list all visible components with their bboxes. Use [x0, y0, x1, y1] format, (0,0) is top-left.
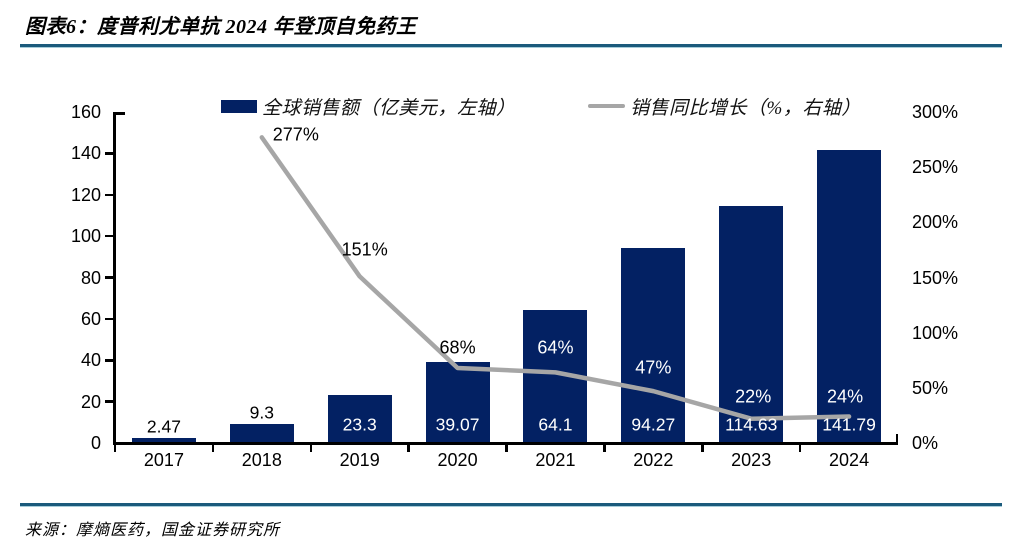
source-note: 来源：摩熵医药，国金证券研究所 [25, 522, 281, 539]
bar-value-label: 94.27 [631, 414, 676, 435]
left-axis-tick-label: 140 [70, 143, 101, 164]
growth-point-label: 22% [735, 386, 772, 407]
x-axis [113, 441, 898, 445]
x-axis-tick [701, 444, 704, 452]
left-axis-tick-label: 160 [70, 102, 101, 122]
growth-point-label: 68% [439, 337, 476, 358]
growth-line-chart [259, 135, 852, 421]
growth-point-label: 24% [827, 386, 864, 407]
bar-2018 [229, 423, 294, 443]
y-axis-top-tick [115, 112, 125, 115]
right-axis-tick-label: 150% [912, 267, 959, 288]
x-axis-tick [798, 444, 802, 452]
growth-point-label: 151% [341, 239, 388, 260]
left-axis-tick-label: 80 [80, 267, 101, 288]
y-axis-tick [105, 276, 113, 279]
bar-value-label: 141.79 [822, 414, 876, 435]
y-axis-tick [105, 234, 113, 238]
bar-series-swatch-icon [221, 99, 257, 113]
x-axis-tick [603, 444, 606, 452]
right-axis-tick-label: 300% [912, 102, 959, 122]
bar-2024 [817, 149, 882, 443]
x-axis-end-tick [895, 434, 898, 442]
title-divider-light-line [20, 46, 1002, 48]
growth-point-label: 64% [537, 337, 574, 358]
y-axis-tick [105, 359, 113, 362]
x-axis-tick [407, 444, 410, 452]
x-axis-tick [113, 444, 117, 452]
y-axis [113, 112, 116, 445]
x-axis-tick-label: 2019 [339, 450, 380, 470]
plot-area: 2.47 9.3 23.3 39.07 64.1 94.27 114.63 141.79 277… [105, 112, 898, 470]
source-divider-dark-line [20, 503, 1002, 506]
left-axis-tick-label: 20 [80, 391, 101, 412]
y-axis-tick [105, 317, 113, 321]
y-axis-tick [105, 152, 113, 155]
legend-item-sales: 全球销售额（亿美元，左轴） [221, 93, 516, 119]
right-axis-labels: 0% 50% 100% 150% 200% 250% 300% [912, 102, 1022, 453]
right-axis-tick-label: 100% [912, 322, 959, 343]
left-axis-tick-label: 0 [90, 433, 101, 453]
left-axis-labels: 0 20 40 60 80 100 120 140 160 [0, 102, 101, 453]
x-axis-tick-label: 2024 [829, 450, 870, 470]
left-axis-tick-label: 120 [70, 184, 101, 205]
title-divider [20, 44, 1002, 48]
growth-point-label: 47% [635, 357, 672, 378]
bar-value-label: 23.3 [342, 414, 377, 435]
x-axis-tick [211, 444, 215, 452]
growth-line [259, 135, 852, 421]
title-divider-dark-line [20, 44, 1002, 47]
right-axis-tick-label: 250% [912, 157, 959, 178]
x-axis-tick-label: 2017 [143, 450, 184, 470]
bar-2023 [719, 205, 784, 443]
bar-value-label: 39.07 [435, 414, 480, 435]
y-axis-tick [105, 193, 113, 196]
right-axis-tick-label: 50% [912, 377, 949, 398]
growth-point-label: 277% [272, 124, 319, 145]
x-axis-tick-label: 2020 [437, 450, 478, 470]
right-axis-tick-label: 200% [912, 212, 959, 233]
bar-value-label: 114.63 [725, 414, 778, 435]
y-axis-tick [105, 400, 113, 403]
legend-label-sales: 全球销售额（亿美元，左轴） [262, 97, 516, 119]
x-axis-tick [505, 444, 508, 452]
figure-title: 图表6：度普利尤单抗 2024 年登顶自免药王 [25, 16, 417, 38]
x-axis-tick-label: 2021 [535, 450, 576, 470]
left-axis-tick-label: 100 [70, 226, 101, 247]
x-axis-tick-label: 2023 [731, 450, 772, 470]
bar-2017 [131, 437, 196, 443]
legend-item-growth: 销售同比增长（%，右轴） [588, 93, 861, 119]
bar-2019 [327, 394, 392, 443]
source-divider [20, 503, 1002, 507]
bar-2020 [425, 362, 490, 443]
bar-value-label: 64.1 [538, 414, 573, 435]
x-axis-tick [309, 444, 312, 452]
line-series-swatch-icon [588, 103, 625, 109]
x-axis-tick-label: 2018 [241, 450, 282, 470]
right-axis-tick-label: 0% [912, 433, 939, 453]
bar-2022 [621, 247, 686, 443]
source-divider-light-line [20, 505, 1002, 507]
left-axis-tick-label: 60 [80, 308, 101, 329]
bar-value-label: 2.47 [146, 416, 181, 437]
left-axis-tick-label: 40 [80, 350, 101, 371]
bar-value-label: 9.3 [249, 402, 274, 423]
x-axis-tick-label: 2022 [633, 450, 674, 470]
legend-label-growth: 销售同比增长（%，右轴） [630, 97, 861, 119]
